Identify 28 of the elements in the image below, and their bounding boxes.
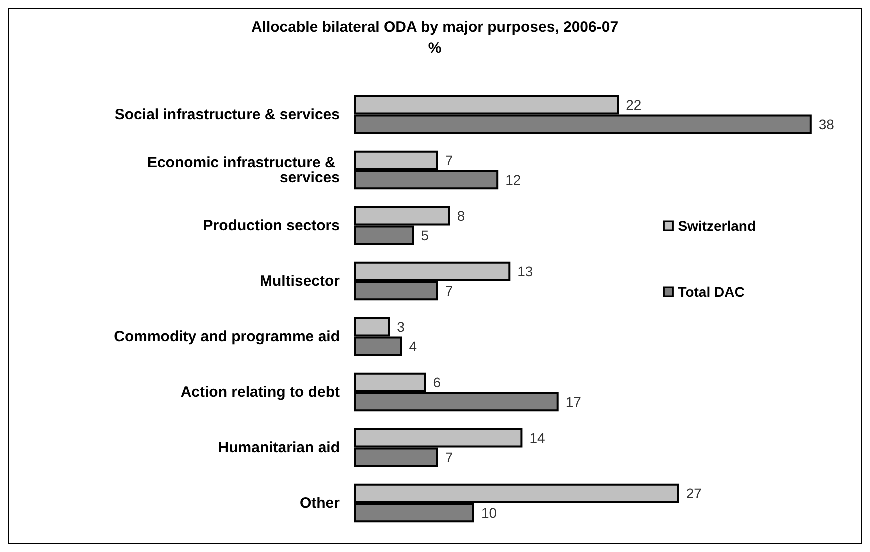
y-tick-label: Social infrastructure & services xyxy=(114,106,340,124)
legend-label: Switzerland xyxy=(678,218,756,234)
data-label: 7 xyxy=(445,282,454,299)
data-label: 4 xyxy=(409,338,418,354)
y-tick-label: Other xyxy=(300,494,340,512)
y-tick-label: Production sectors xyxy=(203,217,340,234)
data-label: 38 xyxy=(818,116,835,132)
data-label: 17 xyxy=(566,394,582,410)
legend-label: Total DAC xyxy=(678,284,745,300)
data-label: 8 xyxy=(457,208,466,224)
y-tick-label: Economic infrastructure & services xyxy=(147,154,340,186)
data-label: 10 xyxy=(482,504,498,521)
y-tick-label: Action relating to debt xyxy=(180,384,340,401)
data-label: 13 xyxy=(518,264,534,280)
y-tick-label: Multisector xyxy=(260,272,340,290)
data-label: 22 xyxy=(626,97,642,114)
data-label: 3 xyxy=(397,319,406,336)
data-label: 5 xyxy=(421,227,430,244)
data-label: 12 xyxy=(506,172,522,188)
y-tick-label: Commodity and programme aid xyxy=(114,328,340,346)
data-label: 7 xyxy=(445,449,454,466)
y-tick-label: Humanitarian aid xyxy=(218,439,340,456)
chart-subtitle: % xyxy=(428,40,442,57)
chart-title: Allocable bilateral ODA by major purposes, 2006-07 xyxy=(251,19,619,36)
data-label: 6 xyxy=(433,374,442,391)
data-label: 7 xyxy=(445,152,454,169)
data-label: 14 xyxy=(530,430,546,446)
data-label: 27 xyxy=(686,486,702,502)
